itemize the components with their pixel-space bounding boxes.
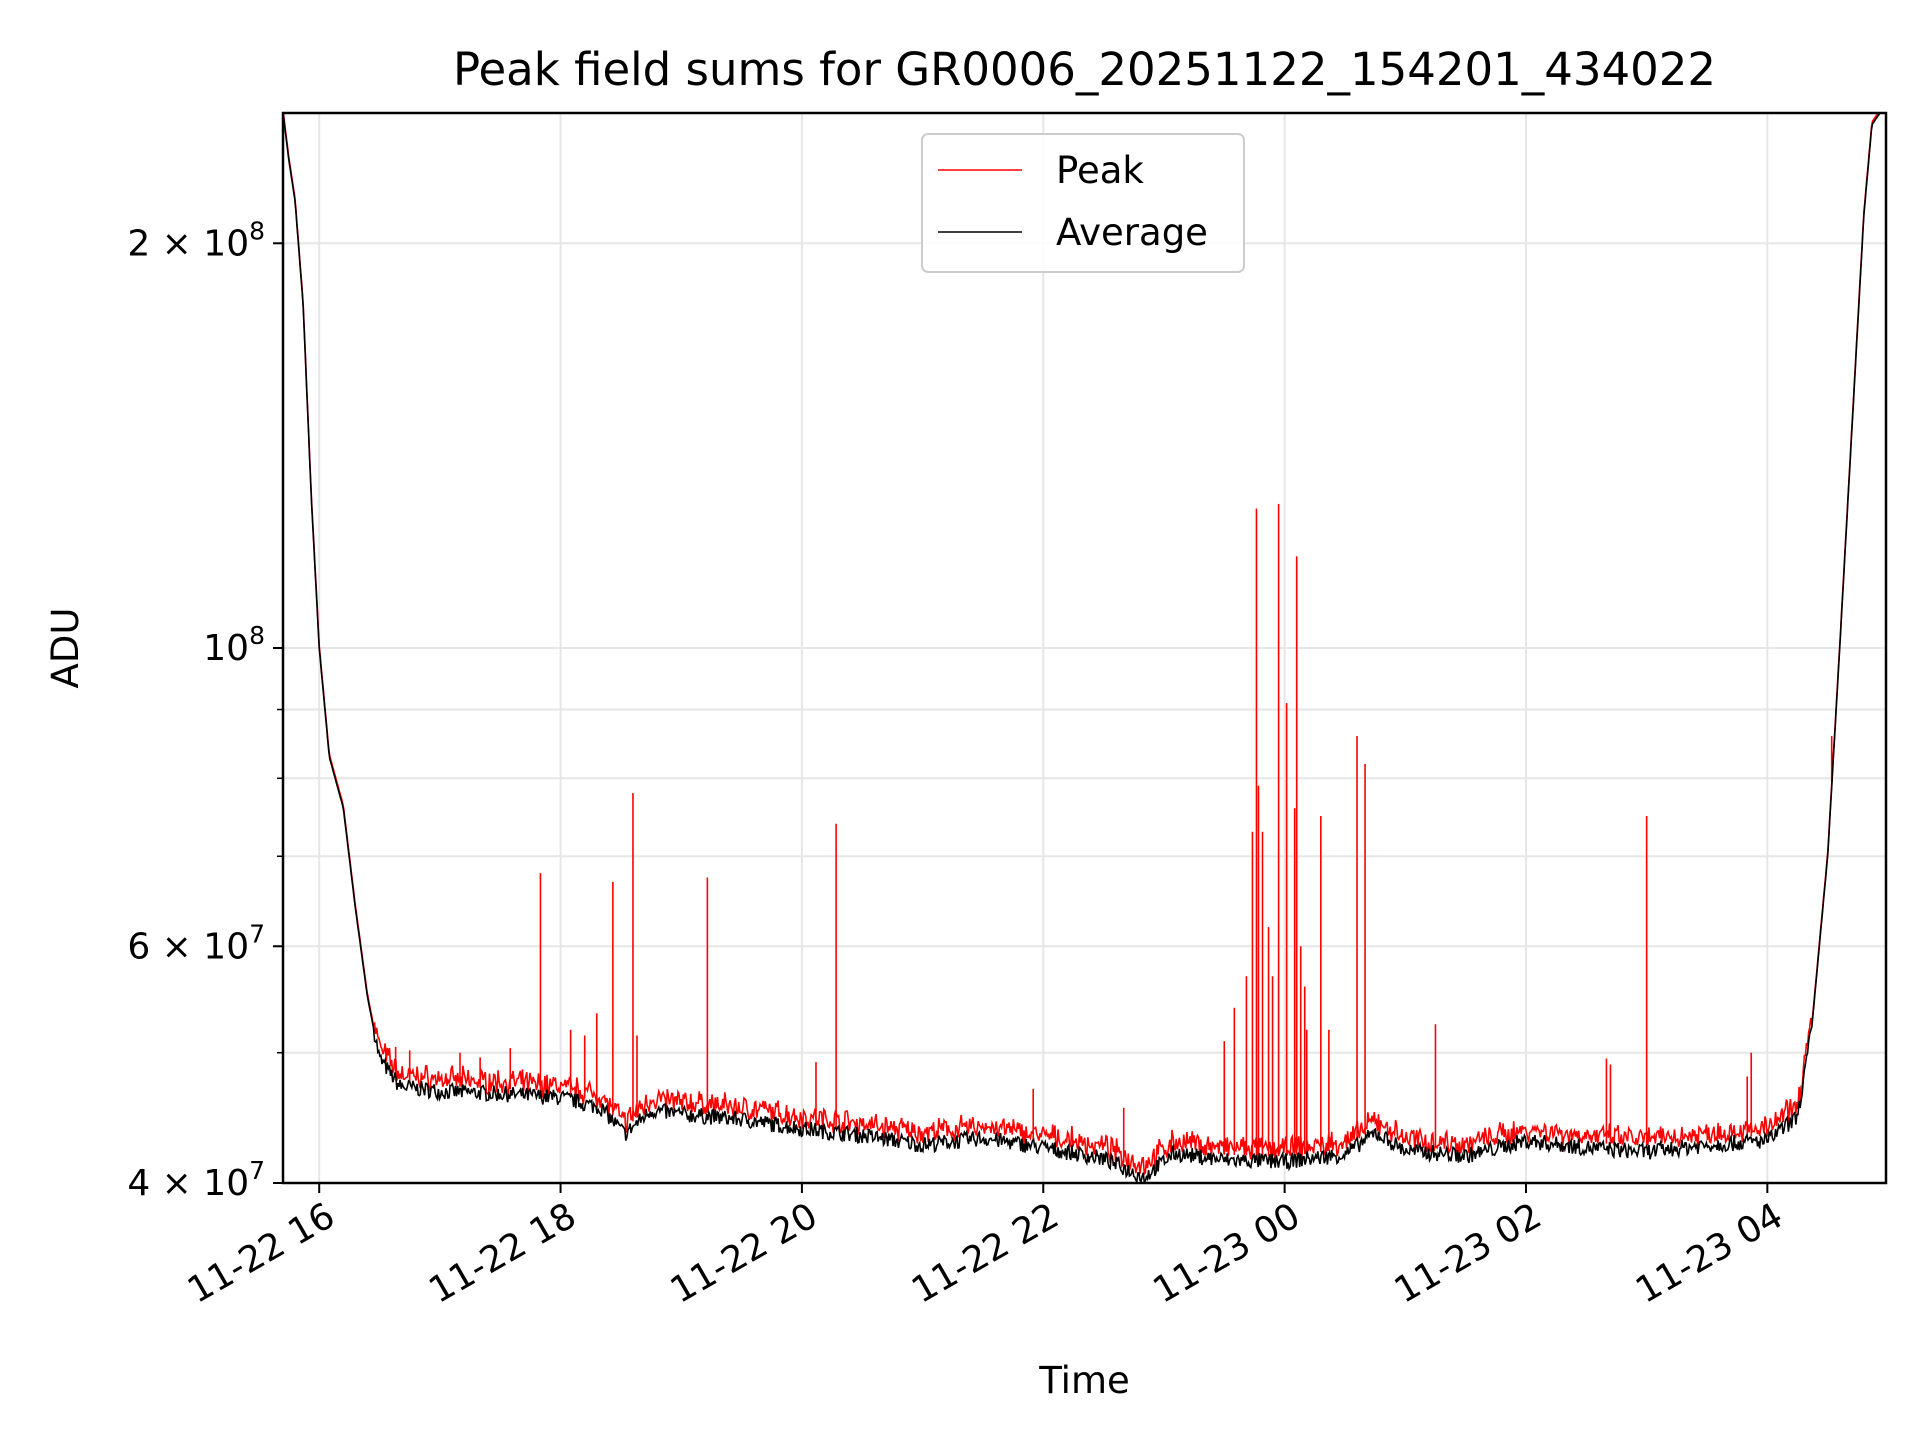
y-axis-label: ADU (44, 608, 87, 689)
series-average-line (283, 113, 1881, 1183)
legend-label-peak: Peak (1056, 149, 1144, 192)
legend: Peak Average (921, 133, 1245, 273)
y-tick-label: 4 × 107 (127, 1156, 265, 1204)
chart-title: Peak field sums for GR0006_20251122_1542… (453, 43, 1716, 96)
series-peak-line (283, 113, 1880, 1177)
series-lines (283, 113, 1881, 1183)
x-axis-label: Time (1038, 1359, 1130, 1402)
y-tick-label: 108 (203, 621, 265, 669)
legend-label-average: Average (1056, 211, 1208, 254)
legend-box (921, 133, 1245, 273)
y-tick-label: 2 × 108 (127, 216, 265, 264)
y-tick-label: 6 × 107 (127, 919, 265, 967)
